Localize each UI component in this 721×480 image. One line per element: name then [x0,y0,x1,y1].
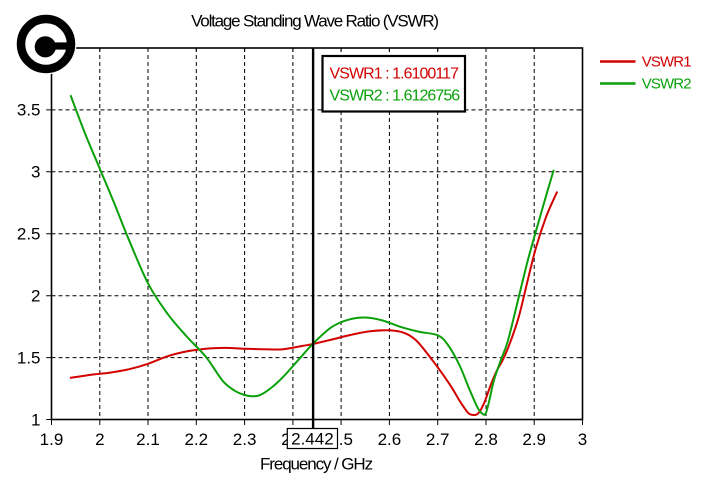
svg-text:1.5: 1.5 [17,348,41,367]
svg-text:VSWR2: VSWR2 [642,76,691,93]
svg-text:3.5: 3.5 [17,101,41,120]
svg-text:1: 1 [31,410,40,429]
svg-text:Voltage Standing Wave Ratio (V: Voltage Standing Wave Ratio (VSWR) [191,12,438,31]
svg-text:VSWR2 : 1.6126756: VSWR2 : 1.6126756 [330,88,461,105]
svg-text:2.2: 2.2 [184,430,208,449]
svg-text:2.6: 2.6 [378,430,402,449]
svg-text:2: 2 [31,287,40,306]
svg-text:1.9: 1.9 [40,430,64,449]
svg-text:2.5: 2.5 [17,225,41,244]
svg-text:2.3: 2.3 [233,430,257,449]
svg-text:2.8: 2.8 [474,430,498,449]
svg-text:VSWR1 : 1.6100117: VSWR1 : 1.6100117 [330,66,460,83]
svg-text:2: 2 [95,430,104,449]
svg-text:VSWR1: VSWR1 [642,54,691,71]
svg-text:2.1: 2.1 [136,430,160,449]
svg-text:3: 3 [31,163,40,182]
svg-text:2.7: 2.7 [426,430,450,449]
svg-text:3: 3 [578,430,587,449]
svg-text:Frequency / GHz: Frequency / GHz [260,455,373,474]
svg-text:2.9: 2.9 [522,430,546,449]
svg-text:2.442: 2.442 [291,430,334,449]
